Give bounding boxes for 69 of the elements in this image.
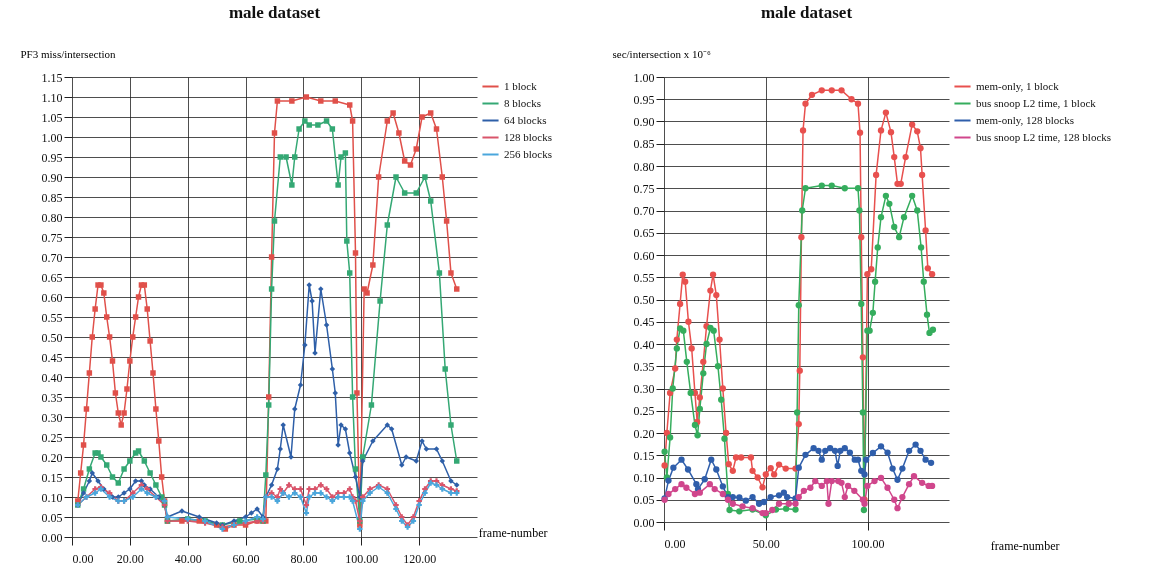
x-tick-label: 50.00 xyxy=(752,536,780,551)
y-tick-label: 0.65 xyxy=(633,226,655,241)
legend-label: mem-only, 1 block xyxy=(976,79,1060,92)
x-axis-title: frame-number xyxy=(990,538,1060,553)
x-tick-label: 20.00 xyxy=(116,551,144,566)
x-tick-label: 120.00 xyxy=(403,551,437,566)
y-tick-label: 0.25 xyxy=(633,404,655,419)
y-tick-label: 0.55 xyxy=(633,270,655,285)
legend-label: bus snoop L2 time, 128 blocks xyxy=(976,130,1112,143)
y-tick-label: 1.00 xyxy=(633,70,655,85)
y-tick-label: 0.45 xyxy=(633,315,655,330)
y-tick-label: 0.10 xyxy=(633,471,655,485)
y-tick-label: 0.70 xyxy=(41,250,63,265)
legend-label: 1 block xyxy=(504,79,538,92)
y-tick-label: 0.55 xyxy=(41,310,63,325)
y-tick-label: 1.10 xyxy=(41,90,63,105)
y-tick-label: 0.10 xyxy=(41,490,63,505)
y-tick-label: 1.15 xyxy=(41,70,63,85)
y-tick-label: 0.15 xyxy=(633,448,655,463)
y-tick-label: 0.80 xyxy=(633,159,655,174)
x-tick-label: 60.00 xyxy=(232,551,260,566)
y-tick-label: 1.00 xyxy=(41,130,63,145)
y-tick-label: 0.35 xyxy=(633,359,655,374)
x-tick-label: 100.00 xyxy=(345,551,379,566)
y-tick-label: 0.60 xyxy=(633,248,655,263)
x-tick-label: 80.00 xyxy=(290,551,318,566)
y-tick-label: 0.15 xyxy=(41,470,63,485)
y-tick-label: 0.35 xyxy=(41,390,63,405)
y-tick-label: 0.50 xyxy=(41,330,63,345)
x-tick-label: 40.00 xyxy=(174,551,202,566)
y-tick-label: 0.40 xyxy=(633,337,655,352)
y-tick-label: 0.70 xyxy=(633,204,655,218)
x-axis-title: frame-number xyxy=(478,525,548,540)
y-tick-label: 0.50 xyxy=(633,293,655,307)
legend-label: 256 blocks xyxy=(504,147,552,160)
x-tick-label: 0.00 xyxy=(664,536,686,551)
x-tick-label: 0.00 xyxy=(72,551,94,566)
y-tick-label: 0.40 xyxy=(41,370,63,385)
y-tick-label: 0.95 xyxy=(633,92,655,107)
chart-title: male dataset xyxy=(228,3,321,22)
y-axis-title: sec/intersection x 10⁻⁶ xyxy=(612,47,711,60)
y-tick-label: 0.20 xyxy=(633,426,655,441)
legend-label: 8 blocks xyxy=(504,96,541,109)
y-tick-label: 0.80 xyxy=(41,210,63,225)
y-tick-label: 0.60 xyxy=(41,290,63,305)
legend-label: 64 blocks xyxy=(504,113,547,126)
chart-title: male dataset xyxy=(760,3,853,22)
y-tick-label: 0.05 xyxy=(633,493,655,508)
y-tick-label: 0.20 xyxy=(41,450,63,465)
y-tick-label: 0.75 xyxy=(41,230,63,245)
y-tick-label: 0.30 xyxy=(41,410,63,425)
y-tick-label: 1.05 xyxy=(41,110,63,125)
y-tick-label: 0.75 xyxy=(633,181,655,196)
legend-label: bus snoop L2 time, 1 block xyxy=(976,96,1097,109)
x-tick-label: 100.00 xyxy=(851,536,885,551)
y-tick-label: 0.95 xyxy=(41,150,63,165)
y-tick-label: 0.30 xyxy=(633,382,655,396)
legend-label: mem-only, 128 blocks xyxy=(976,113,1074,126)
y-axis-title: PF3 miss/intersection xyxy=(20,47,117,60)
y-tick-label: 0.65 xyxy=(41,270,63,285)
y-tick-label: 0.25 xyxy=(41,430,63,445)
y-tick-label: 0.05 xyxy=(41,510,63,525)
y-tick-label: 0.85 xyxy=(41,190,63,205)
y-tick-label: 0.45 xyxy=(41,350,63,365)
y-tick-label: 0.85 xyxy=(633,137,655,152)
y-tick-label: 0.90 xyxy=(41,170,63,185)
legend-label: 128 blocks xyxy=(504,130,552,143)
y-tick-label: 0.90 xyxy=(633,115,655,129)
y-tick-label: 0.00 xyxy=(633,515,655,530)
